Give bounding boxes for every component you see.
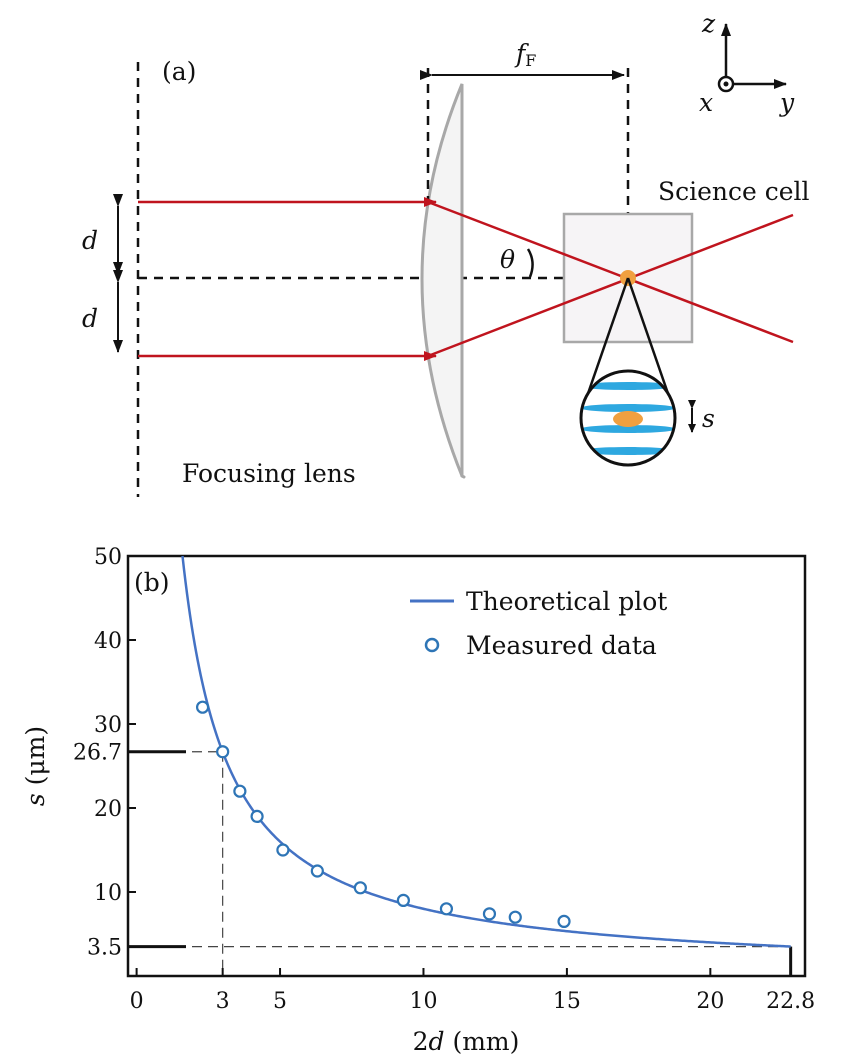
measured-data-point bbox=[276, 843, 290, 857]
zoom-inset-border bbox=[579, 369, 677, 467]
panel-b-chart: 0 3 5 10 15 20 22.8 3.5 10 20 26.7 30 40 50 (b) Theo… bbox=[21, 545, 815, 1056]
measured-data-point bbox=[195, 700, 210, 714]
measured-data-point bbox=[250, 809, 264, 824]
measured-data-point bbox=[310, 864, 324, 878]
panel-b-label: (b) bbox=[134, 568, 170, 597]
y-tick-label: 50 bbox=[94, 545, 122, 570]
x-tick-label: 3 bbox=[216, 989, 230, 1014]
theta-arc bbox=[526, 248, 534, 278]
lattice-layer bbox=[581, 382, 675, 390]
panel-a-label: (a) bbox=[162, 57, 196, 86]
panel-a: (a) fF Science cell θ bbox=[82, 9, 810, 497]
lattice-layer bbox=[581, 404, 675, 412]
lower-beam-focused bbox=[427, 213, 794, 358]
x-tick-label: 15 bbox=[553, 989, 581, 1014]
x-tick-label: 22.8 bbox=[766, 989, 815, 1014]
x-tick-label: 0 bbox=[130, 989, 144, 1014]
measured-data-point bbox=[216, 745, 230, 759]
zoom-line-right bbox=[626, 277, 675, 409]
y-tick-label: 30 bbox=[94, 713, 122, 738]
lattice-layer bbox=[581, 425, 675, 433]
science-cell-label: Science cell bbox=[658, 177, 810, 206]
measured-data-point bbox=[557, 914, 571, 929]
lattice-layer bbox=[581, 447, 675, 455]
x-axis-title: 2d (mm) bbox=[413, 1027, 520, 1056]
coordinate-axes: z x y bbox=[699, 9, 795, 117]
legend: Theoretical plot Measured data bbox=[410, 587, 667, 660]
d-label-upper: d bbox=[82, 226, 98, 255]
lattice-layers bbox=[581, 382, 675, 455]
x-tick-label: 5 bbox=[273, 989, 287, 1014]
y-tick-label: 26.7 bbox=[73, 741, 122, 766]
measured-data-point bbox=[439, 902, 454, 916]
y-tick-label: 10 bbox=[94, 881, 122, 906]
y-tick-label: 40 bbox=[94, 629, 122, 654]
x-tick-label: 10 bbox=[409, 989, 437, 1014]
z-axis-label: z bbox=[701, 9, 716, 38]
focal-length-label: fF bbox=[514, 39, 536, 70]
measured-data-point bbox=[482, 907, 497, 921]
legend-entry-measured: Measured data bbox=[466, 631, 657, 660]
y-axis-title: s (μm) bbox=[21, 726, 50, 806]
plot-frame bbox=[126, 554, 807, 978]
focusing-lens-label: Focusing lens bbox=[182, 459, 356, 488]
d-label-lower: d bbox=[82, 304, 98, 333]
focusing-lens bbox=[420, 83, 466, 479]
theta-label: θ bbox=[500, 245, 515, 274]
y-axis-label: y bbox=[779, 88, 795, 117]
legend-marker-swatch bbox=[424, 637, 440, 653]
y-tick-label: 20 bbox=[94, 797, 122, 822]
lattice-spacing-label: s bbox=[702, 404, 715, 433]
measured-data-point bbox=[508, 910, 522, 924]
legend-entry-theoretical: Theoretical plot bbox=[466, 587, 667, 616]
y-tick-label: 3.5 bbox=[87, 936, 122, 961]
measured-data-point bbox=[396, 893, 410, 908]
zoom-line-left bbox=[581, 277, 630, 409]
measured-data-point bbox=[233, 784, 247, 798]
x-tick-label: 20 bbox=[696, 989, 724, 1014]
upper-beam-focused bbox=[427, 200, 794, 344]
x-axis-label: x bbox=[699, 88, 713, 117]
atom-cloud-zoomed bbox=[613, 411, 643, 427]
measured-data-point bbox=[353, 881, 367, 895]
x-axis-dot-icon bbox=[723, 81, 729, 87]
